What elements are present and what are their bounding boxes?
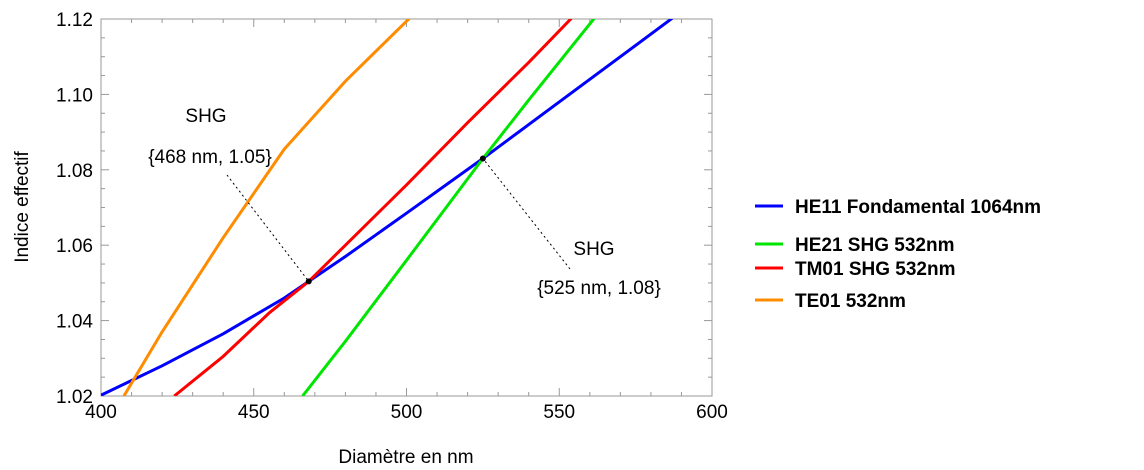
y-tick-label: 1.08	[56, 161, 93, 182]
series-line-2	[173, 19, 573, 396]
annotation-2-title: SHG	[573, 239, 614, 260]
x-tick-label: 500	[391, 402, 423, 423]
annotation-1-label: {468 nm, 1.05}	[148, 147, 272, 168]
annotation-1-title: SHG	[185, 106, 226, 127]
annotation-leader-1	[226, 174, 310, 282]
legend-label-he11: HE11 Fondamental 1064nm	[795, 197, 1041, 218]
y-tick-label: 1.04	[56, 312, 93, 333]
x-axis-title: Diamètre en nm	[338, 447, 473, 468]
legend-label-he21: HE21 SHG 532nm	[795, 235, 954, 256]
series-line-0	[101, 19, 674, 396]
annotation-leaders	[226, 155, 571, 285]
annotation-2-label: {525 nm, 1.08}	[537, 278, 661, 299]
legend-label-tm01: TM01 SHG 532nm	[795, 259, 956, 280]
y-tick-label: 1.02	[56, 387, 93, 408]
annotation-leader-2	[482, 158, 571, 270]
x-tick-label: 600	[696, 402, 728, 423]
y-axis-title: Indice effectif	[12, 150, 33, 262]
axis-ticks: 400 450 500 550 600 1.02 1.04 1.06 1.08 1.10 1.12	[56, 10, 728, 423]
series-lines	[101, 19, 674, 396]
series-line-1	[301, 19, 596, 396]
y-tick-label: 1.06	[56, 236, 93, 257]
legend: HE11 Fondamental 1064nm HE21 SHG 532nm T…	[755, 197, 1041, 312]
x-tick-label: 400	[85, 402, 117, 423]
y-tick-label: 1.10	[56, 85, 93, 106]
y-tick-label: 1.12	[56, 10, 93, 31]
x-tick-label: 550	[543, 402, 575, 423]
annotation-point-2	[479, 155, 486, 162]
series-line-3	[122, 19, 411, 396]
legend-label-te01: TE01 532nm	[795, 291, 906, 312]
plot-frame	[100, 18, 713, 397]
annotation-point-1	[305, 278, 312, 285]
x-tick-label: 450	[238, 402, 270, 423]
